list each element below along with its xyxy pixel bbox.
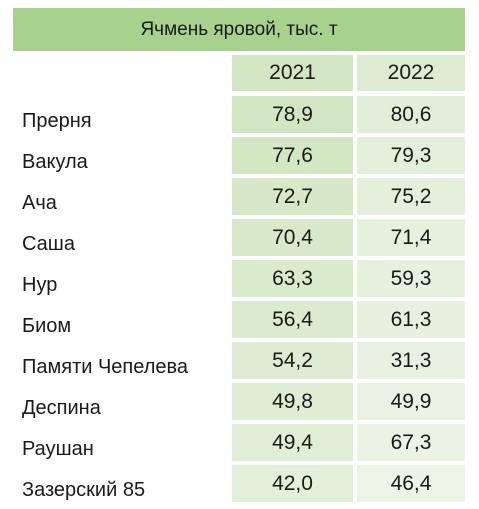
cell-2021: 77,6 — [232, 137, 353, 174]
cell-2021: 54,2 — [232, 342, 353, 379]
cell-2021: 63,3 — [232, 260, 353, 297]
cell-2021: 78,9 — [232, 96, 353, 133]
cell-2022: 71,4 — [357, 219, 465, 256]
cell-2021: 72,7 — [232, 178, 353, 215]
row-label: Зазерский 85 — [22, 478, 146, 501]
row-label: Ача — [22, 191, 57, 214]
cell-2021: 49,4 — [232, 424, 353, 461]
cell-2022: 61,3 — [357, 301, 465, 338]
cell-2022: 79,3 — [357, 137, 465, 174]
cell-2021: 42,0 — [232, 465, 353, 502]
cell-2022: 49,9 — [357, 383, 465, 420]
cell-2022: 67,3 — [357, 424, 465, 461]
row-label: Саша — [22, 232, 75, 255]
row-label: Вакула — [22, 150, 88, 173]
cell-2021: 49,8 — [232, 383, 353, 420]
cell-2021: 70,4 — [232, 219, 353, 256]
table-title: Ячмень яровой, тыс. т — [13, 8, 465, 51]
cell-2022: 75,2 — [357, 178, 465, 215]
cell-2022: 31,3 — [357, 342, 465, 379]
row-label: Биом — [22, 314, 72, 337]
cell-2022: 59,3 — [357, 260, 465, 297]
column-header-2021: 2021 — [232, 55, 353, 91]
row-label: Памяти Чепелева — [22, 355, 189, 378]
cell-2021: 56,4 — [232, 301, 353, 338]
column-header-2022: 2022 — [357, 55, 465, 91]
cell-2022: 80,6 — [357, 96, 465, 133]
cell-2022: 46,4 — [357, 465, 465, 502]
row-label: Раушан — [22, 437, 94, 460]
row-label: Деспина — [22, 396, 101, 419]
row-label: Нур — [22, 273, 58, 296]
row-label: Прерня — [22, 109, 92, 132]
